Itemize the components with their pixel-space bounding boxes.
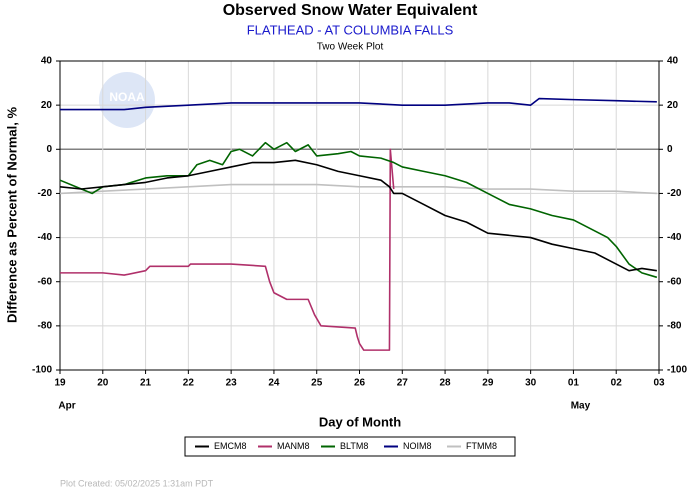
x-tick-label: 26 bbox=[354, 378, 366, 389]
footer: Plot Created: 05/02/2025 1:31am PDT bbox=[60, 478, 214, 488]
y-tick-label: -100 bbox=[32, 365, 52, 376]
watermark-text: NOAA bbox=[109, 90, 145, 104]
y-tick-label: -20 bbox=[38, 188, 53, 199]
month-label: Apr bbox=[58, 401, 75, 412]
x-tick-label: 24 bbox=[268, 378, 280, 389]
y2-tick-label: -60 bbox=[667, 276, 682, 287]
y2-tick-label: -100 bbox=[667, 365, 687, 376]
watermark: NOAA bbox=[99, 72, 155, 128]
y-tick-label: 20 bbox=[41, 100, 53, 111]
plot-frame bbox=[59, 60, 660, 371]
legend-label: FTMM8 bbox=[466, 441, 497, 451]
legend-label: MANM8 bbox=[277, 441, 310, 451]
series-line bbox=[59, 183, 657, 195]
y-tick-label: -40 bbox=[38, 232, 53, 243]
x-tick-label: 23 bbox=[226, 378, 238, 389]
x-tick-label: 22 bbox=[183, 378, 195, 389]
y2-tick-label: 20 bbox=[667, 100, 679, 111]
y-tick-label: -60 bbox=[38, 276, 53, 287]
month-label: May bbox=[571, 401, 591, 412]
y2-tick-label: -20 bbox=[667, 188, 682, 199]
legend-label: EMCM8 bbox=[214, 441, 247, 451]
series-line bbox=[60, 97, 657, 111]
x-tick-label: 01 bbox=[568, 378, 580, 389]
x-tick-label: 21 bbox=[140, 378, 152, 389]
watermark-logo bbox=[99, 72, 155, 128]
legend-label: NOIM8 bbox=[403, 441, 432, 451]
y-tick-label: -80 bbox=[38, 320, 53, 331]
y2-tick-label: 40 bbox=[667, 56, 679, 67]
series-line bbox=[60, 148, 395, 351]
x-tick-label: 02 bbox=[611, 378, 623, 389]
x-tick-label: 27 bbox=[397, 378, 409, 389]
legend-label: BLTM8 bbox=[340, 441, 368, 451]
y-tick-label: 40 bbox=[41, 56, 53, 67]
x-tick-label: 29 bbox=[482, 378, 494, 389]
y-axis-label: Difference as Percent of Normal, % bbox=[4, 107, 19, 323]
x-tick-label: 30 bbox=[525, 378, 537, 389]
y2-tick-label: 0 bbox=[667, 144, 673, 155]
x-tick-label: 20 bbox=[97, 378, 109, 389]
series-line bbox=[59, 141, 658, 279]
chart-subtitle: FLATHEAD - AT COLUMBIA FALLS bbox=[247, 22, 454, 37]
x-tick-label: 03 bbox=[653, 378, 665, 389]
x-tick-label: 19 bbox=[54, 378, 66, 389]
plot-label: Two Week Plot bbox=[317, 42, 384, 53]
chart-title: Observed Snow Water Equivalent bbox=[223, 2, 478, 19]
x-tick-label: 28 bbox=[440, 378, 452, 389]
x-axis-label: Day of Month bbox=[319, 414, 401, 429]
legend-box bbox=[184, 436, 516, 457]
y2-tick-label: -80 bbox=[667, 320, 682, 331]
x-tick-label: 25 bbox=[311, 378, 323, 389]
y2-tick-label: -40 bbox=[667, 232, 682, 243]
series-line bbox=[59, 159, 657, 272]
y-tick-label: 0 bbox=[46, 144, 52, 155]
